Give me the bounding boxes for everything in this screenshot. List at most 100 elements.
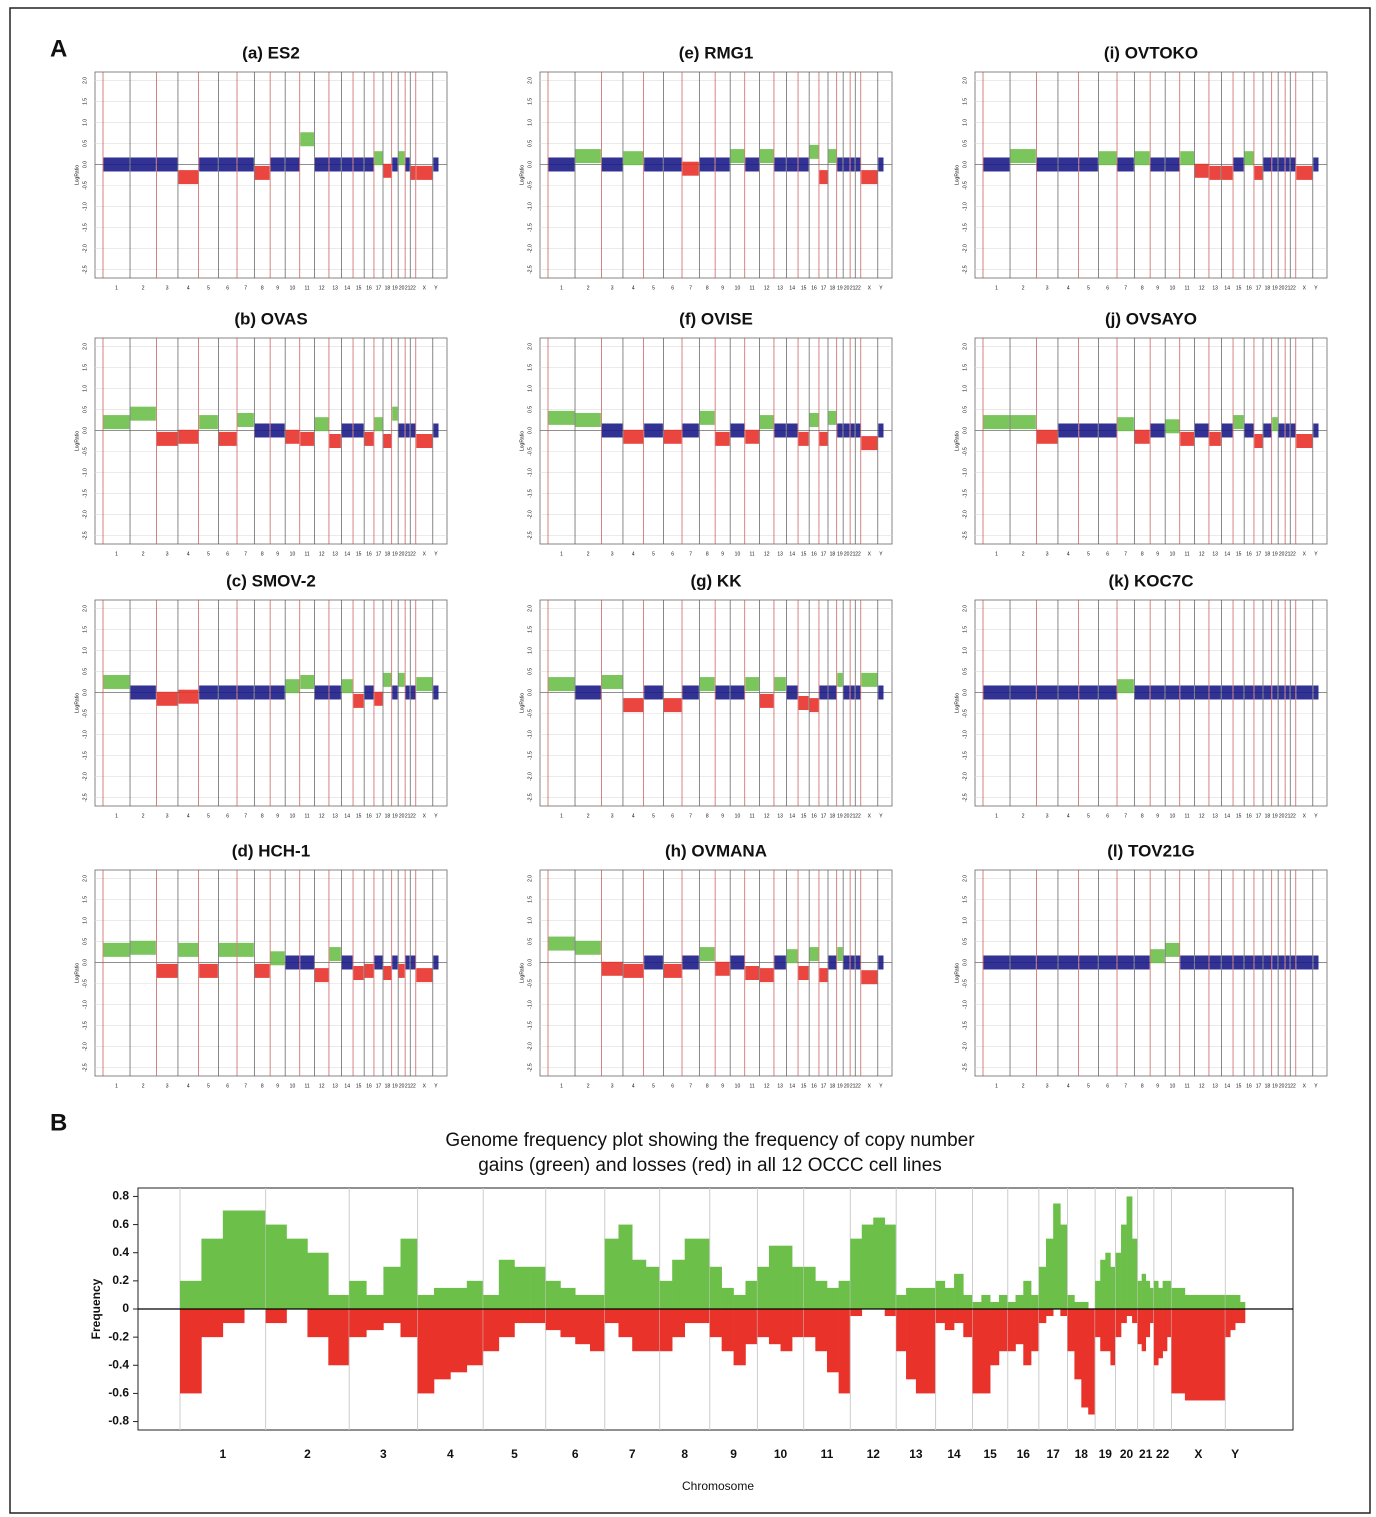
loss-bar xyxy=(915,1309,927,1394)
gain-bar xyxy=(850,1238,863,1309)
loss-bar xyxy=(1225,1309,1231,1338)
segment xyxy=(809,698,819,713)
segment xyxy=(730,955,745,970)
y-tick-label: 1.5 xyxy=(82,98,88,105)
gain-bar xyxy=(514,1266,531,1309)
segment xyxy=(1165,942,1180,957)
gain-bar xyxy=(466,1280,484,1309)
x-tick-label: X xyxy=(423,285,427,291)
loss-bar xyxy=(545,1309,561,1331)
loss-bar xyxy=(575,1309,591,1345)
segment xyxy=(843,955,850,970)
x-tick-label: 1 xyxy=(115,285,118,291)
x-tick-label: 6 xyxy=(226,285,229,291)
segment xyxy=(786,157,798,172)
y-tick-label: 1.0 xyxy=(962,119,968,126)
segment xyxy=(1209,165,1221,180)
y-tick-label: -0.6 xyxy=(108,1386,129,1400)
x-tick-label: 21 xyxy=(1285,551,1291,557)
panel-label: B xyxy=(50,1109,67,1136)
y-tick-label: -2.5 xyxy=(82,531,88,540)
segment xyxy=(1254,434,1263,448)
plot-frame xyxy=(974,599,1328,807)
segment xyxy=(341,955,353,970)
segment xyxy=(1058,685,1079,700)
segment xyxy=(548,936,575,951)
y-tick-label: -1.5 xyxy=(527,223,533,232)
gain-bar xyxy=(1038,1266,1047,1309)
segment xyxy=(398,423,405,438)
x-tick-label: 14 xyxy=(789,551,795,557)
x-tick-label: 22 xyxy=(1290,813,1296,819)
gain-bar xyxy=(803,1266,816,1309)
segment xyxy=(1272,417,1278,432)
loss-bar xyxy=(1167,1309,1172,1338)
y-tick-label: 2.0 xyxy=(527,605,533,612)
y-tick-label: 0.0 xyxy=(962,689,968,696)
segment xyxy=(1296,685,1313,700)
gain-bar xyxy=(884,1224,897,1309)
segment xyxy=(1296,955,1313,970)
x-tick-label: 13 xyxy=(1212,285,1218,291)
segment xyxy=(1209,955,1221,970)
x-tick-label: 19 xyxy=(392,285,398,291)
segment xyxy=(774,677,786,692)
gain-bar xyxy=(201,1238,224,1309)
loss-bar xyxy=(1132,1309,1138,1324)
segment xyxy=(774,955,786,970)
y-tick-label: -1.0 xyxy=(82,468,88,477)
segment xyxy=(828,955,837,970)
segment xyxy=(218,157,237,172)
loss-bar xyxy=(884,1309,897,1317)
segment xyxy=(1285,955,1290,970)
gain-bar xyxy=(709,1266,722,1309)
segment xyxy=(383,672,392,687)
panel-title: (i) OVTOKO xyxy=(1104,43,1198,62)
segment xyxy=(623,151,644,166)
loss-bar xyxy=(972,1309,982,1394)
y-tick-label: -0.5 xyxy=(82,447,88,456)
x-tick-label: 6 xyxy=(1106,813,1109,819)
segment xyxy=(218,685,237,700)
panel-title: (f) OVISE xyxy=(679,309,753,328)
x-tick-label: 17 xyxy=(376,813,382,819)
x-tick-label: 19 xyxy=(837,1083,843,1089)
y-tick-label: 1.0 xyxy=(527,917,533,924)
segment xyxy=(1010,685,1036,700)
segment xyxy=(254,685,270,700)
y-tick-label: -0.4 xyxy=(108,1357,129,1371)
segment xyxy=(285,157,300,172)
segment xyxy=(398,151,405,166)
x-tick-label: 17 xyxy=(821,813,827,819)
gain-bar xyxy=(672,1259,686,1309)
x-tick-label: X xyxy=(868,813,872,819)
segment xyxy=(759,415,774,430)
segment xyxy=(103,942,130,957)
segment xyxy=(1180,151,1194,166)
x-tick-label: 3 xyxy=(1046,813,1049,819)
loss-bar xyxy=(709,1309,722,1338)
y-tick-label: 0.5 xyxy=(82,668,88,675)
loss-bar xyxy=(1100,1309,1106,1352)
x-tick-label: 8 xyxy=(1141,1083,1144,1089)
segment xyxy=(774,157,786,172)
segment xyxy=(855,157,861,172)
x-tick-label: 6 xyxy=(671,1083,674,1089)
y-tick-label: -0.5 xyxy=(527,709,533,718)
x-tick-label: 9 xyxy=(276,285,279,291)
x-tick-label: 11 xyxy=(750,1083,755,1089)
segment xyxy=(329,685,341,700)
x-tick-label: 16 xyxy=(811,813,817,819)
y-tick-label: -2.5 xyxy=(82,265,88,274)
segment xyxy=(103,674,130,689)
y-tick-label: -0.5 xyxy=(527,979,533,988)
gain-bar xyxy=(733,1294,746,1309)
x-tick-label: 11 xyxy=(305,551,310,557)
segment xyxy=(314,968,329,983)
x-tick-label: 1 xyxy=(560,1083,563,1089)
x-tick-label: 1 xyxy=(560,813,563,819)
y-tick-label: 1.0 xyxy=(527,119,533,126)
x-tick-label: 9 xyxy=(1156,1083,1159,1089)
chart-title: Genome frequency plot showing the freque… xyxy=(445,1130,975,1151)
x-tick-label: 10 xyxy=(290,1083,296,1089)
